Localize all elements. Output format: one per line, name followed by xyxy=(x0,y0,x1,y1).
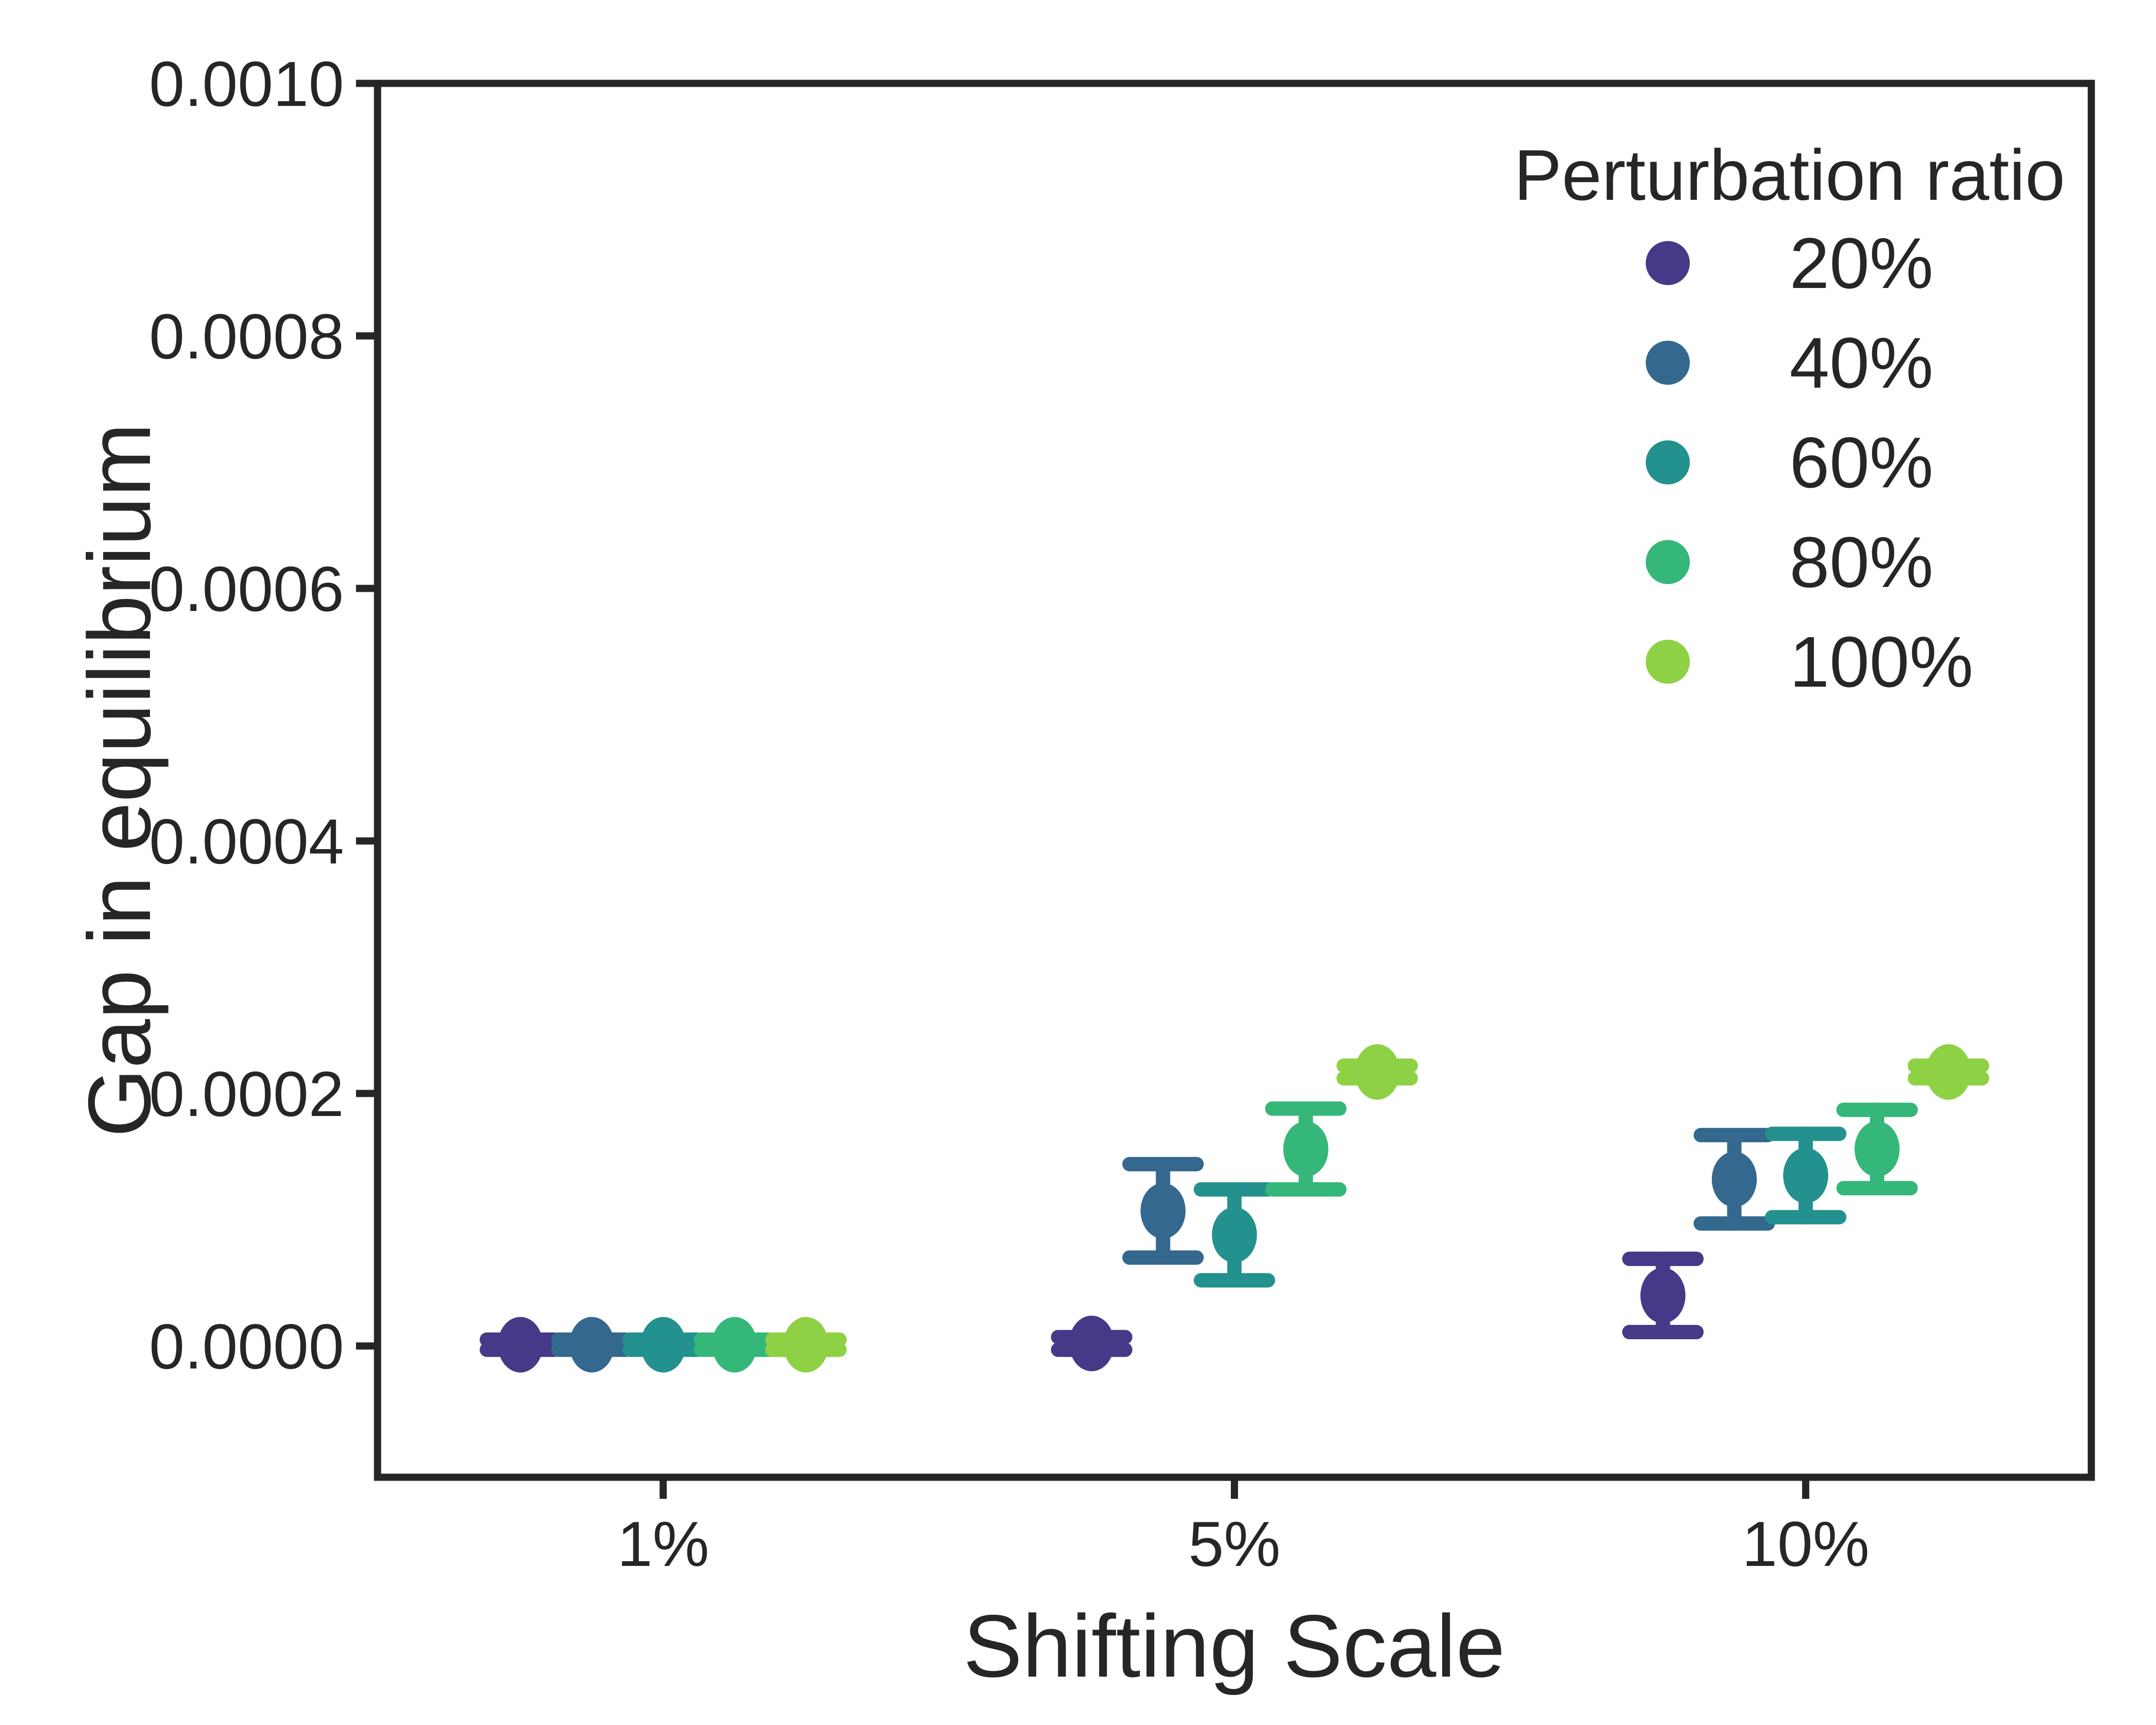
data-point-marker xyxy=(1354,1044,1400,1100)
legend-item: 40% xyxy=(1504,313,2075,413)
data-point-marker xyxy=(1283,1121,1329,1177)
legend-dot-icon xyxy=(1646,640,1690,684)
y-tick-label: 0.0002 xyxy=(149,1059,344,1130)
x-axis-label: Shifting Scale xyxy=(963,1597,1505,1696)
x-tick-label: 5% xyxy=(1188,1509,1280,1580)
legend-item-label: 80% xyxy=(1789,521,1934,602)
legend-item: 80% xyxy=(1504,512,2075,612)
legend: Perturbation ratio 20% 40% 60% 80% 100% xyxy=(1504,137,2075,712)
y-tick-label: 0.0010 xyxy=(149,49,344,120)
legend-dot-icon xyxy=(1646,540,1690,584)
y-tick-label: 0.0000 xyxy=(149,1311,344,1382)
data-point-marker xyxy=(1640,1267,1686,1323)
data-point-marker xyxy=(1711,1151,1757,1208)
legend-item-label: 100% xyxy=(1789,621,1973,702)
y-tick-label: 0.0006 xyxy=(149,554,344,625)
y-tick-label: 0.0004 xyxy=(149,806,344,877)
legend-item-label: 20% xyxy=(1789,222,1934,303)
data-point-marker xyxy=(1854,1121,1900,1177)
data-point-marker xyxy=(1926,1044,1971,1100)
legend-item: 20% xyxy=(1504,213,2075,313)
legend-item: 60% xyxy=(1504,413,2075,512)
legend-item-label: 60% xyxy=(1789,422,1934,503)
data-point-marker xyxy=(498,1317,543,1373)
legend-dot-icon xyxy=(1646,341,1690,385)
x-tick-label: 10% xyxy=(1742,1509,1869,1580)
y-tick-label: 0.0008 xyxy=(149,301,344,372)
data-point-marker xyxy=(1069,1315,1114,1371)
data-point-marker xyxy=(712,1317,757,1373)
legend-dot-icon xyxy=(1646,241,1690,285)
data-point-marker xyxy=(569,1317,615,1373)
y-axis-label: Gap in equilibrium xyxy=(70,423,169,1138)
data-point-marker xyxy=(783,1317,829,1373)
legend-rows: 20% 40% 60% 80% 100% xyxy=(1504,213,2075,712)
legend-dot-icon xyxy=(1646,440,1690,484)
data-point-marker xyxy=(641,1317,686,1373)
x-tick-label: 1% xyxy=(617,1509,709,1580)
data-point-marker xyxy=(1783,1148,1828,1204)
data-point-marker xyxy=(1140,1183,1186,1239)
legend-item-label: 40% xyxy=(1789,322,1934,403)
legend-title: Perturbation ratio xyxy=(1514,135,2065,215)
legend-item: 100% xyxy=(1504,612,2075,712)
data-point-marker xyxy=(1212,1207,1257,1263)
